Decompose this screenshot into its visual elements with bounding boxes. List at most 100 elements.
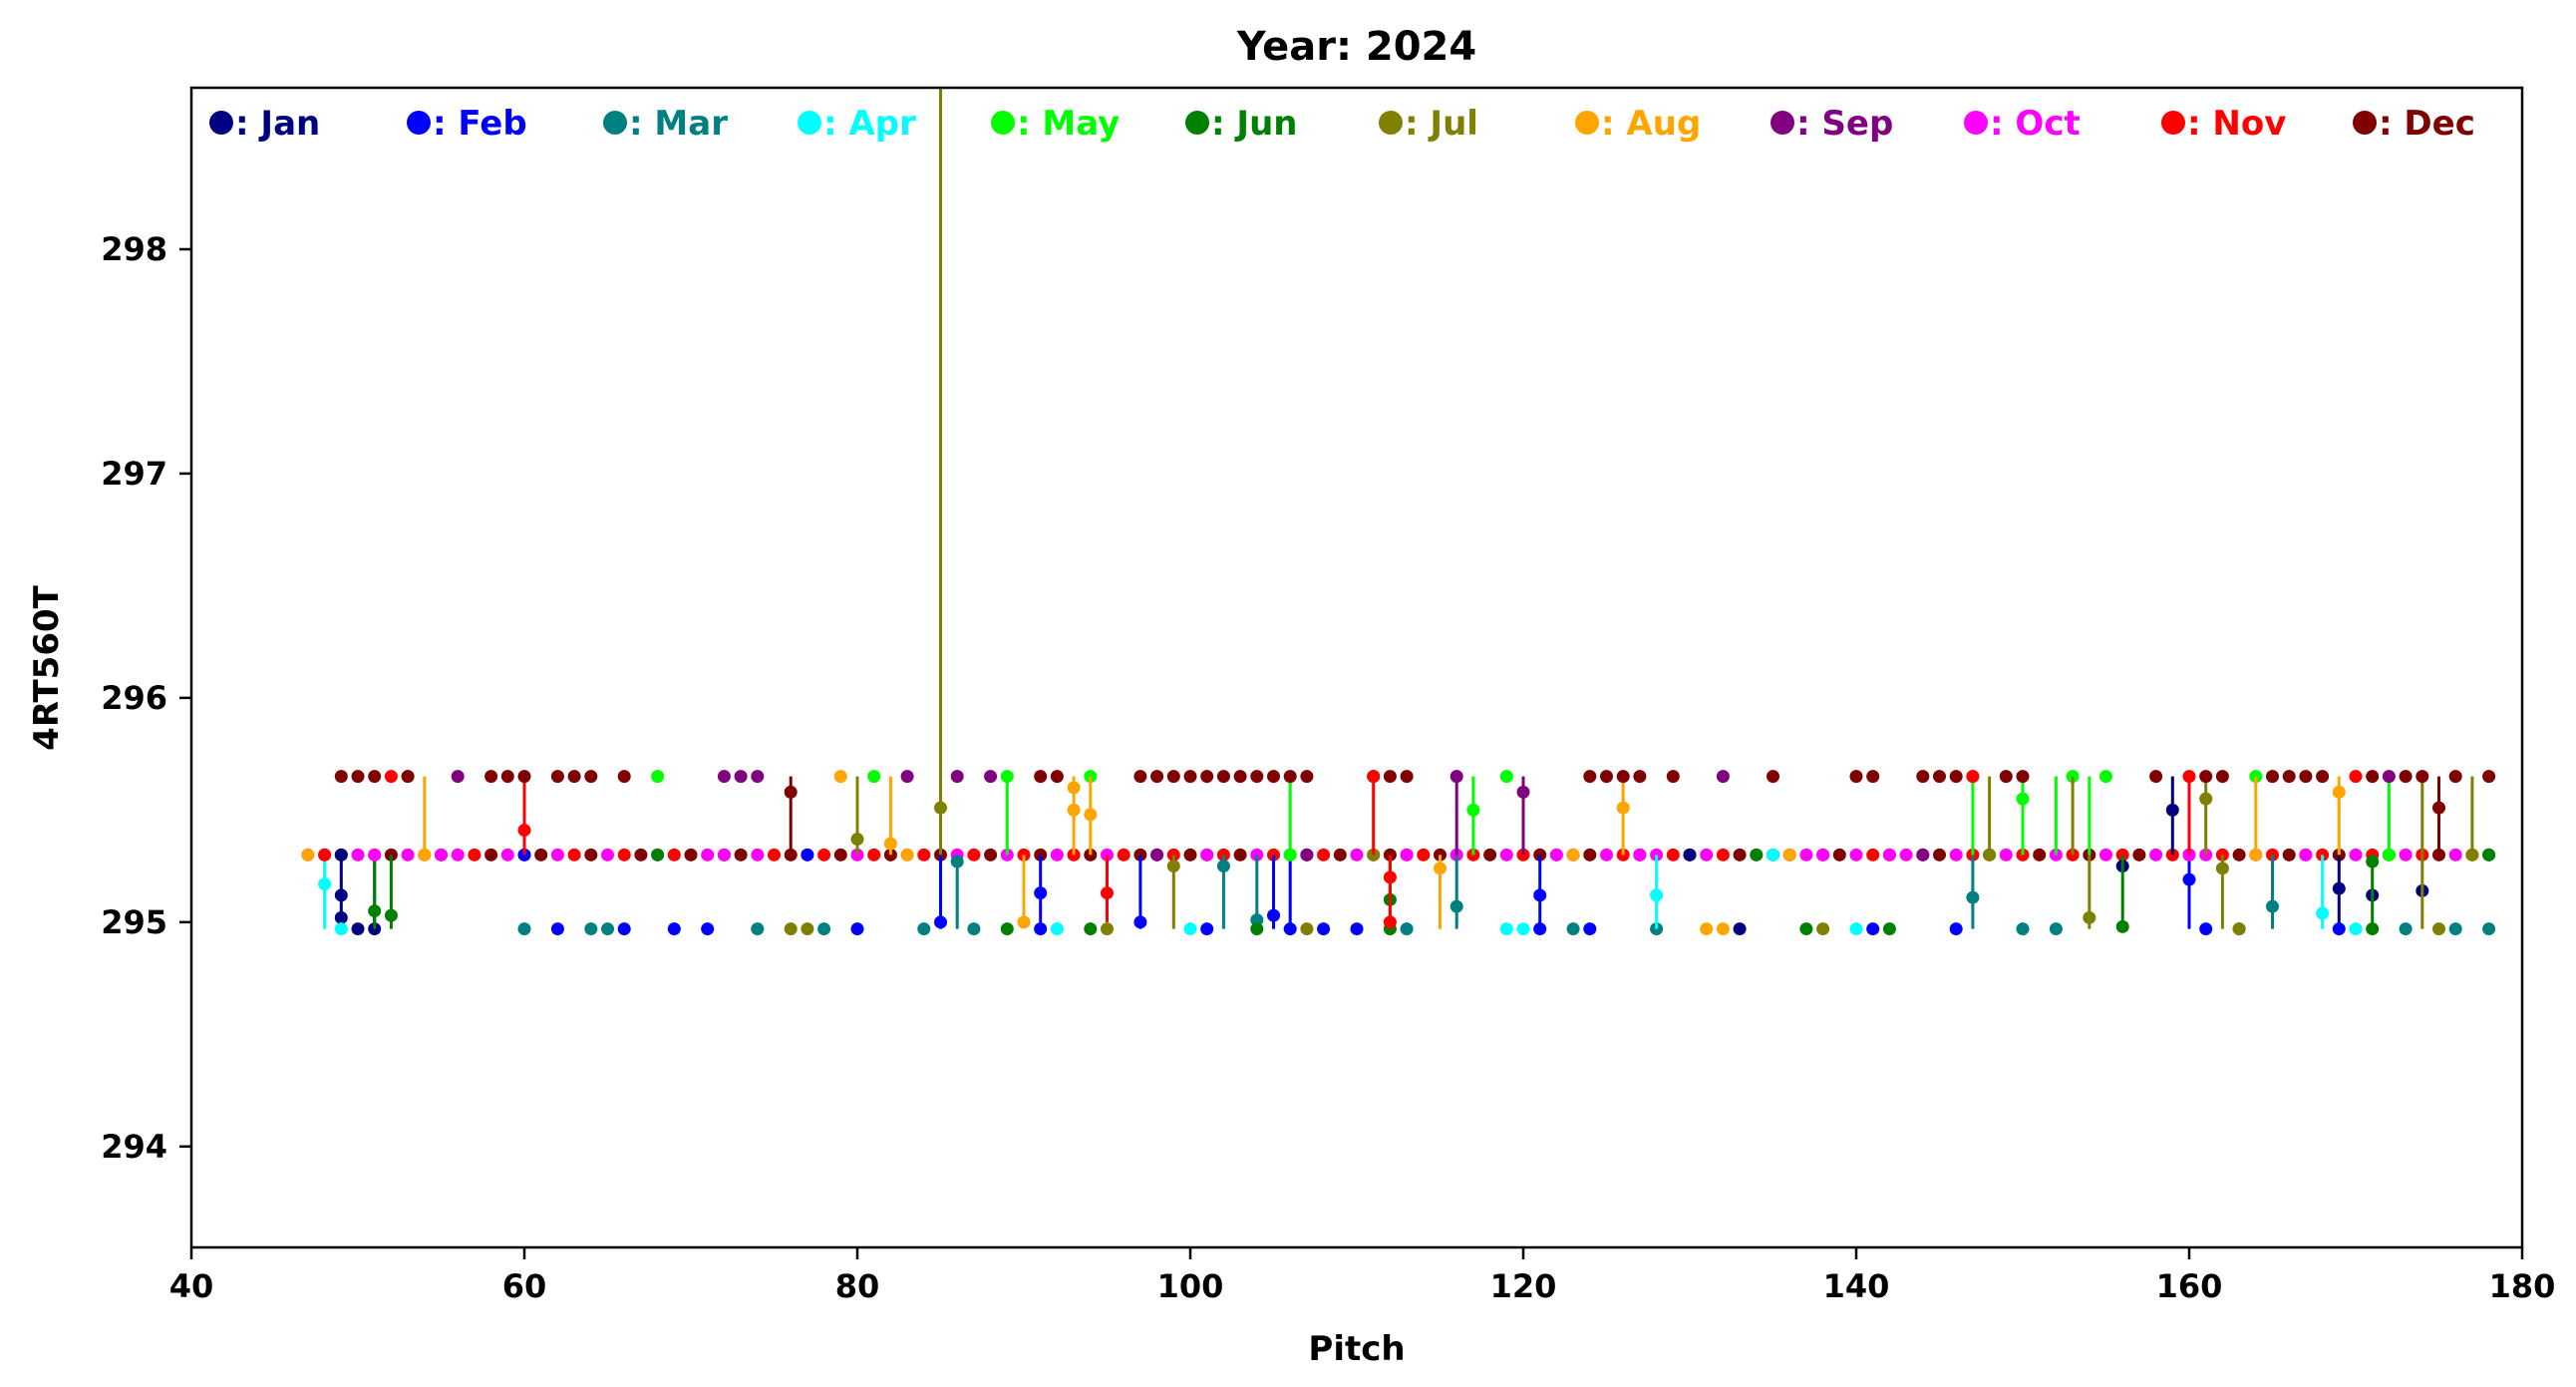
legend-marker xyxy=(1575,111,1599,135)
baseline-point xyxy=(917,848,931,862)
baseline-point xyxy=(550,848,564,862)
data-point xyxy=(1216,770,1230,784)
data-point xyxy=(667,922,681,936)
data-point xyxy=(734,770,748,784)
data-point xyxy=(1050,770,1064,784)
legend-marker xyxy=(209,111,233,135)
data-point xyxy=(1566,848,1580,862)
legend-marker xyxy=(1771,111,1794,135)
data-point xyxy=(550,770,564,784)
legend: : Jan: Feb: Mar: Apr: May: Jun: Jul: Aug… xyxy=(209,104,2475,144)
data-point xyxy=(2199,792,2213,806)
baseline-point xyxy=(2149,848,2163,862)
legend-label: : Aug xyxy=(1601,104,1701,144)
baseline-point xyxy=(701,848,715,862)
data-point xyxy=(318,877,332,891)
legend-label: : Jun xyxy=(1211,104,1298,144)
legend-label: : Jul xyxy=(1405,104,1478,144)
data-point xyxy=(1549,848,1563,862)
data-point xyxy=(1949,922,1963,936)
data-point xyxy=(351,770,365,784)
data-point xyxy=(1533,922,1547,936)
x-tick-label: 100 xyxy=(1157,1267,1224,1305)
data-point xyxy=(1449,770,1463,784)
data-point xyxy=(2099,770,2112,784)
legend-label: : Mar xyxy=(629,104,728,144)
data-point xyxy=(1267,770,1280,784)
data-point xyxy=(1267,908,1280,922)
baseline-point xyxy=(1050,848,1064,862)
x-tick-label: 120 xyxy=(1490,1267,1557,1305)
data-point xyxy=(2165,803,2179,817)
data-point xyxy=(1233,770,1247,784)
plot-marks xyxy=(301,88,2496,936)
baseline-point xyxy=(1117,848,1130,862)
data-point xyxy=(2115,919,2129,933)
data-point xyxy=(1200,848,1214,862)
data-point xyxy=(435,848,448,862)
series-oct xyxy=(368,848,2313,862)
data-point xyxy=(2366,922,2380,936)
data-point xyxy=(1400,922,1414,936)
data-point xyxy=(2482,848,2496,862)
baseline-point xyxy=(1849,848,1863,862)
data-point xyxy=(1716,922,1730,936)
data-point xyxy=(368,770,382,784)
data-point xyxy=(2016,770,2030,784)
data-point xyxy=(2415,770,2429,784)
data-point xyxy=(1101,922,1114,936)
baseline-point xyxy=(1799,848,1813,862)
data-point xyxy=(2016,922,2030,936)
data-point xyxy=(2432,801,2445,815)
data-point xyxy=(817,922,831,936)
x-tick-label: 80 xyxy=(835,1267,880,1305)
data-point xyxy=(2182,872,2196,886)
data-point xyxy=(617,922,631,936)
baseline-point xyxy=(1350,848,1364,862)
data-point xyxy=(2448,770,2462,784)
data-point xyxy=(2199,770,2213,784)
y-axis: 294 295 296 297 298 xyxy=(101,230,191,1166)
data-point xyxy=(1283,848,1297,862)
data-point xyxy=(1101,886,1114,900)
baseline-point xyxy=(1333,848,1347,862)
y-tick-label: 297 xyxy=(101,455,167,493)
x-tick-label: 140 xyxy=(1823,1267,1890,1305)
data-point xyxy=(1616,770,1630,784)
data-point xyxy=(833,770,847,784)
data-point xyxy=(451,770,465,784)
data-point xyxy=(1683,848,1697,862)
data-point xyxy=(1067,781,1081,795)
legend-marker xyxy=(2161,111,2185,135)
data-point xyxy=(1034,770,1048,784)
baseline-point xyxy=(1483,848,1497,862)
data-point xyxy=(2215,770,2229,784)
data-point xyxy=(2049,922,2063,936)
data-point xyxy=(2316,906,2330,920)
data-point xyxy=(517,770,531,784)
series-apr xyxy=(318,848,2363,936)
data-point xyxy=(1882,922,1896,936)
baseline-point xyxy=(1866,848,1880,862)
baseline-point xyxy=(567,848,581,862)
series-dec xyxy=(334,770,2496,856)
data-point xyxy=(1666,770,1680,784)
plot-frame xyxy=(189,86,2524,1249)
data-point xyxy=(1150,770,1164,784)
data-point xyxy=(2399,922,2413,936)
data-point xyxy=(701,922,715,936)
baseline-point xyxy=(451,848,465,862)
data-point xyxy=(900,770,914,784)
baseline-point xyxy=(867,848,881,862)
baseline-point xyxy=(833,848,847,862)
data-point xyxy=(1300,848,1314,862)
data-point xyxy=(1999,770,2013,784)
data-point xyxy=(2016,792,2030,806)
data-point xyxy=(1000,922,1014,936)
data-point xyxy=(1966,770,1980,784)
legend-marker xyxy=(991,111,1015,135)
baseline-point xyxy=(684,848,698,862)
data-point xyxy=(1849,922,1863,936)
baseline-point xyxy=(617,848,631,862)
data-point xyxy=(2332,881,2346,895)
